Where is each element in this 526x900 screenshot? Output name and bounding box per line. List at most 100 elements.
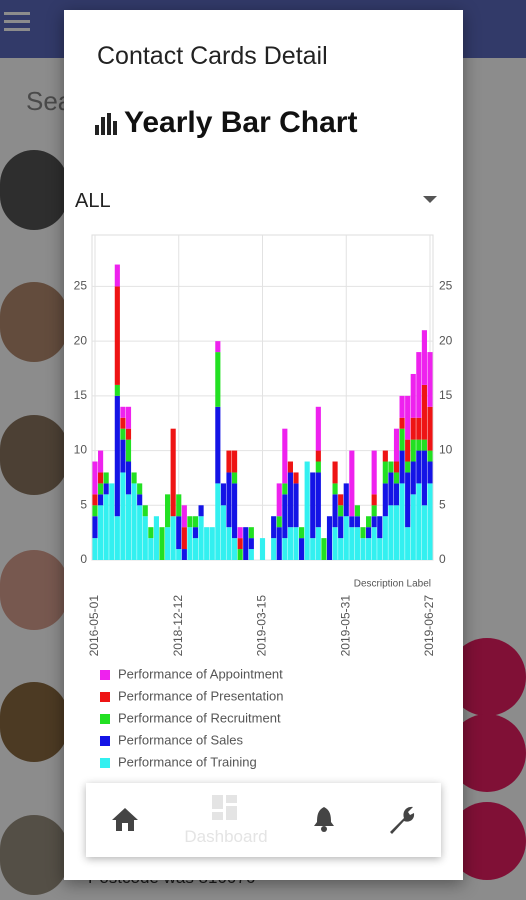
bar-segment [181, 505, 187, 528]
bar-segment [176, 549, 182, 560]
y-tick-label: 0 [80, 552, 87, 566]
bar-segment [98, 483, 104, 495]
x-tick-label: 2018-12-12 [171, 595, 185, 657]
bar-segment [371, 516, 377, 528]
bar-segment [388, 461, 394, 473]
bar-segment [338, 505, 344, 517]
bar-segment [131, 472, 137, 484]
bar-segment [120, 417, 126, 429]
bar-segment [226, 472, 232, 528]
bar-segment [98, 472, 104, 484]
dashboard-icon[interactable] [212, 795, 238, 821]
bar-segment [349, 516, 355, 528]
bar-segment [421, 450, 427, 506]
bar-segment [259, 538, 266, 560]
legend-swatch [100, 714, 110, 724]
bar-segment [215, 406, 221, 484]
bar-segment [399, 450, 405, 484]
bar-segment [125, 406, 132, 429]
bar-segment [388, 505, 394, 560]
bar-segment [421, 439, 427, 451]
bar-segment [405, 472, 411, 528]
bar-segment [427, 352, 433, 407]
bar-segment [287, 527, 293, 560]
bar-segment [142, 516, 148, 560]
y-tick-label: 15 [74, 388, 88, 402]
bar-segment [215, 352, 221, 407]
bar-segment [198, 505, 204, 517]
bar-segment [170, 516, 176, 560]
avatar[interactable] [0, 282, 68, 362]
bar-segment [114, 516, 120, 560]
bar-segment [371, 450, 377, 495]
bar-segment [98, 494, 104, 506]
bar-segment [315, 406, 321, 451]
bar-segment [282, 428, 288, 484]
bar-segment [120, 428, 126, 440]
bar-segment [181, 549, 187, 560]
bar-segment [299, 538, 305, 560]
bar-segment [315, 472, 321, 528]
bar-segment [109, 483, 115, 560]
avatar[interactable] [0, 682, 68, 762]
bar-segment [354, 516, 360, 528]
legend-swatch [100, 736, 110, 746]
nav-label[interactable]: Dashboard [184, 827, 268, 846]
bar-segment [92, 461, 98, 495]
menu-icon[interactable] [4, 10, 34, 32]
bar-segment [248, 527, 254, 539]
avatar[interactable] [0, 815, 68, 895]
wrench-icon[interactable] [386, 804, 418, 836]
y2-tick-label: 10 [439, 443, 453, 457]
bar-segment [165, 494, 171, 528]
bar-segment [114, 384, 120, 396]
bar-segment [114, 264, 120, 287]
x-tick-label: 2019-05-31 [338, 595, 352, 657]
bar-segment [237, 527, 243, 539]
home-icon[interactable] [112, 808, 138, 832]
bar-segment [137, 505, 143, 560]
bar-segment [382, 450, 388, 462]
bar-segment [421, 505, 427, 560]
bar-segment [120, 406, 126, 418]
legend-label: Performance of Appointment [118, 666, 283, 681]
bell-icon[interactable] [313, 807, 335, 833]
bar-segment [410, 417, 416, 440]
bar-segment [120, 472, 126, 560]
y-tick-label: 10 [74, 443, 88, 457]
bar-segment [410, 494, 416, 560]
bar-segment [315, 527, 321, 560]
bar-segment [315, 450, 321, 462]
bar-segment [338, 494, 344, 506]
bar-segment [343, 516, 349, 560]
bar-segment [215, 483, 221, 560]
dropdown[interactable]: ALL [75, 180, 441, 220]
avatar[interactable] [0, 550, 68, 630]
bar-segment [226, 527, 232, 560]
bar-segment [393, 483, 400, 506]
bar-segment [287, 472, 293, 528]
dialog-title: Contact Cards Detail [97, 42, 328, 70]
bar-segment [416, 483, 422, 560]
bar-segment [377, 516, 383, 539]
dropdown-value: ALL [75, 190, 111, 212]
bar-segment [153, 516, 159, 560]
bar-segment [176, 516, 182, 550]
bottom-nav: Dashboard [86, 783, 441, 857]
bar-segment [349, 527, 355, 560]
x-tick-label: 2019-03-15 [255, 595, 269, 657]
avatar[interactable] [0, 150, 68, 230]
bar-segment [354, 505, 360, 517]
bar-segment [192, 527, 199, 539]
bar-segment [92, 538, 98, 560]
bar-segment [232, 538, 238, 560]
bar-segment [120, 439, 126, 473]
bar-segment [399, 483, 405, 560]
bar-segment [287, 461, 293, 473]
avatar[interactable] [0, 415, 68, 495]
bar-segment [405, 527, 411, 560]
dropdown-arrow [423, 196, 437, 203]
bar-segment [360, 538, 366, 560]
bar-segment [354, 527, 360, 560]
